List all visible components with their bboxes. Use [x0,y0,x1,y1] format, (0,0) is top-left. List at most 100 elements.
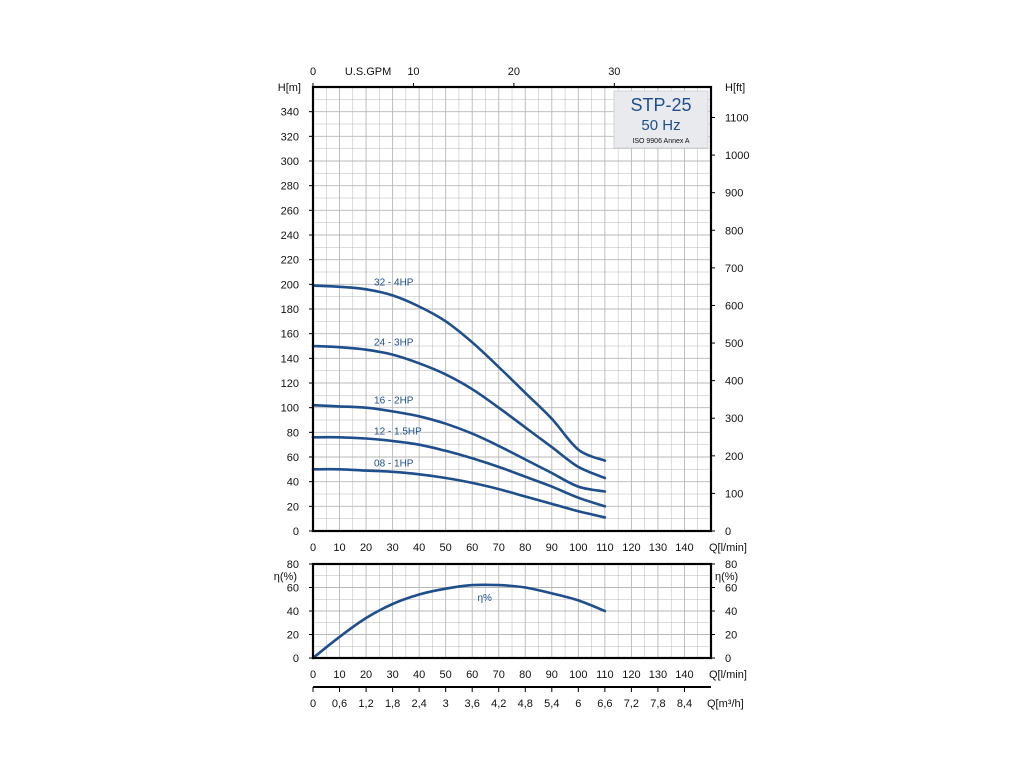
y-axis-label-left: H[m] [278,82,301,94]
top-axis-tick-label: 0 [310,66,316,78]
eff-x-tick-label: 70 [493,669,505,681]
x-tick-label: 70 [493,542,505,554]
y-tick-label-right: 200 [725,451,743,463]
x-tick-label: 90 [546,542,558,554]
y-tick-label-left: 100 [281,403,299,415]
m3h-tick-label: 6,6 [597,698,612,710]
eff-x-tick-label: 90 [546,669,558,681]
chart-labels: 32 - 4HP 24 - 3HP 16 - 2HP 12 - 1.5HP 08 - 1… [274,66,750,710]
series-label: 08 - 1HP [374,459,414,470]
y-tick-label-left: 60 [287,452,299,464]
eff-y-tick-label-right: 20 [725,630,737,642]
m3h-tick-label: 1,8 [385,698,400,710]
efficiency-curve [311,583,607,660]
y-tick-label-right: 400 [725,376,743,388]
y-tick-label-left: 40 [287,477,299,489]
y-tick-label-left: 240 [281,230,299,242]
m3h-tick-label: 5,4 [544,698,559,710]
y-tick-label-left: 80 [287,427,299,439]
x-tick-label: 10 [333,542,345,554]
m3h-tick-label: 0 [310,698,316,710]
y-tick-label-left: 160 [281,329,299,341]
m3h-tick-label: 7,2 [624,698,639,710]
head-curve-series-5 [311,467,607,519]
eff-x-tick-label: 110 [596,669,614,681]
y-tick-label-right: 600 [725,300,743,312]
eff-x-tick-label: 40 [413,669,425,681]
y-tick-label-left: 280 [281,181,299,193]
eff-y-axis-label-right: η(%) [715,571,738,583]
y-tick-label-left: 300 [281,156,299,168]
y-tick-label-left: 140 [281,353,299,365]
eff-y-tick-label-right: 60 [725,583,737,595]
m3h-tick-label: 4,2 [491,698,506,710]
head-curve-series-1 [311,284,607,462]
head-curve-series-3 [311,403,607,493]
y-tick-label-right: 1100 [725,112,749,124]
x-tick-label: 50 [440,542,452,554]
x-tick-label: 40 [413,542,425,554]
head-curve-series-2 [311,344,607,480]
series-label: 12 - 1.5HP [374,427,422,438]
series-label: 32 - 4HP [374,277,414,288]
series-label: 24 - 3HP [374,338,414,349]
y-tick-label-right: 800 [725,225,743,237]
m3h-tick-label: 7,8 [650,698,665,710]
x-tick-label: 110 [596,542,614,554]
y-tick-label-left: 120 [281,378,299,390]
eff-x-tick-label: 80 [519,669,531,681]
eff-y-tick-label-right: 80 [725,559,737,571]
m3h-tick-label: 6 [575,698,581,710]
y-tick-label-left: 340 [281,107,299,119]
eff-x-tick-label: 50 [440,669,452,681]
m3h-tick-label: 3 [443,698,449,710]
top-axis-tick-label: 20 [508,66,520,78]
model-title: STP-25 [630,95,691,115]
y-tick-label-right: 500 [725,338,743,350]
y-tick-label-right: 0 [725,526,731,538]
y-tick-label-right: 900 [725,188,743,200]
eff-x-tick-label: 100 [569,669,587,681]
efficiency-label: η% [478,593,493,604]
eff-y-tick-label-left: 0 [293,653,299,665]
x-tick-label: 30 [386,542,398,554]
y-tick-label-left: 180 [281,304,299,316]
y-tick-label-left: 220 [281,255,299,267]
y-tick-label-left: 0 [293,526,299,538]
eff-y-axis-label-left: η(%) [274,571,297,583]
x-tick-label: 20 [360,542,372,554]
m3h-tick-label: 3,6 [465,698,480,710]
m3h-tick-label: 8,4 [677,698,692,710]
x-tick-label: 120 [622,542,640,554]
y-tick-label-left: 200 [281,279,299,291]
eff-x-tick-label: 140 [675,669,693,681]
y-tick-label-left: 20 [287,501,299,513]
y-tick-label-right: 100 [725,488,743,500]
top-axis-label: U.S.GPM [345,66,391,78]
m3h-tick-label: 1,2 [358,698,373,710]
top-axis-tick-label: 30 [608,66,620,78]
eff-x-tick-label: 0 [310,669,316,681]
eff-x-tick-label: 30 [386,669,398,681]
eff-x-tick-label: 10 [333,669,345,681]
eff-y-tick-label-right: 0 [725,653,731,665]
efficiency-curve-line [311,583,607,660]
chart-frames [309,83,715,692]
x-tick-label: 100 [569,542,587,554]
x-tick-label: 80 [519,542,531,554]
m3h-tick-label: 0,6 [332,698,347,710]
model-frequency: 50 Hz [641,117,680,134]
eff-y-tick-label-left: 60 [287,583,299,595]
model-standard-note: ISO 9906 Annex A [632,138,690,145]
eff-x-tick-label: 20 [360,669,372,681]
series-label: 16 - 2HP [374,396,414,407]
head-curve-series-4 [311,435,607,508]
head-curves [311,284,607,519]
model-box [613,90,709,149]
head-chart-grid [313,87,711,531]
x-tick-label: 0 [310,542,316,554]
eff-y-tick-label-left: 80 [287,559,299,571]
eff-x-tick-label: 60 [466,669,478,681]
y-tick-label-right: 700 [725,263,743,275]
